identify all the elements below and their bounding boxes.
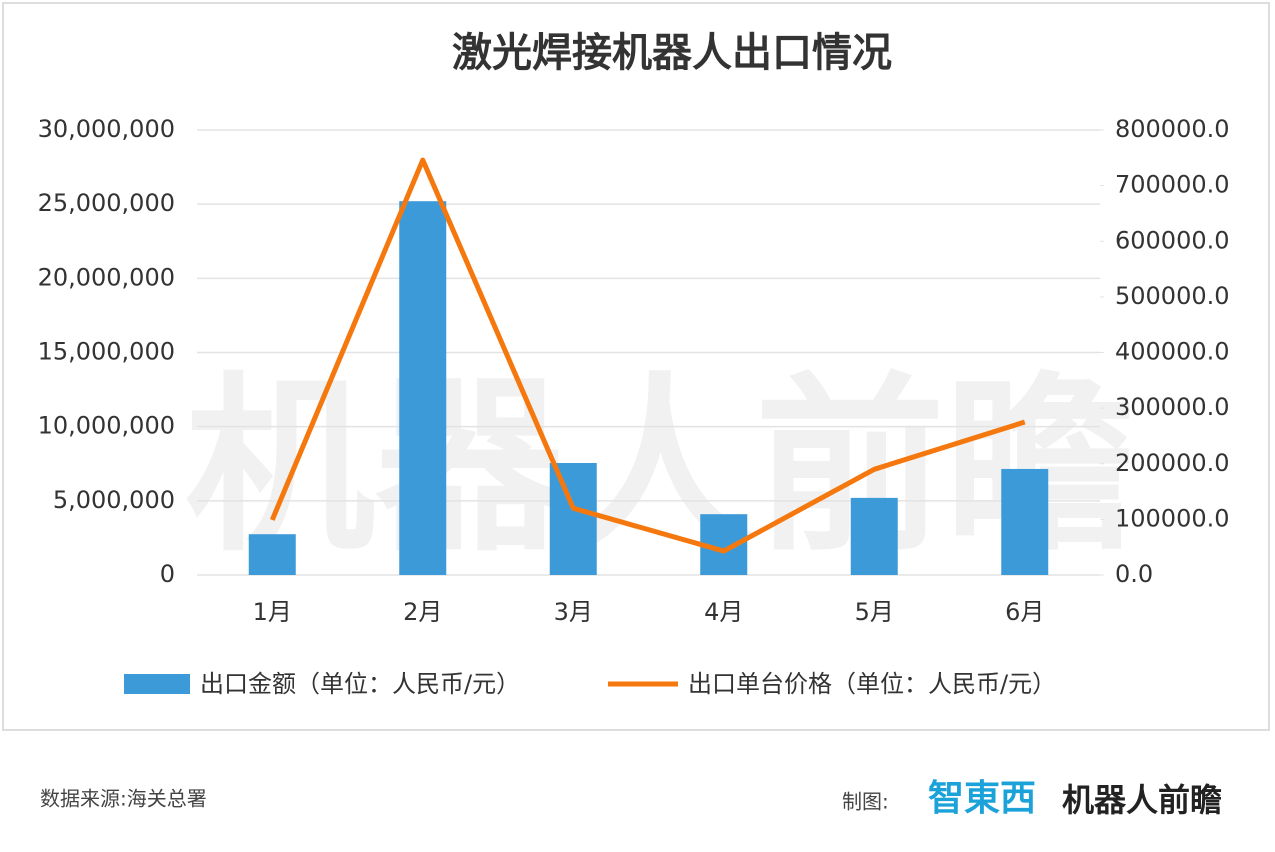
legend-swatch	[124, 674, 190, 694]
x-tick-label: 3月	[554, 598, 593, 626]
line	[269, 157, 1026, 554]
y2-tick-label: 800000.0	[1115, 115, 1230, 143]
y2-tick-label: 300000.0	[1115, 393, 1230, 421]
y-tick-label: 15,000,000	[38, 338, 175, 366]
x-tick-label: 2月	[403, 598, 442, 626]
y2-tick-label: 600000.0	[1115, 226, 1230, 254]
x-tick-label: 6月	[1005, 598, 1044, 626]
y2-tick-label: 700000.0	[1115, 171, 1230, 199]
source: 数据来源:海关总署	[40, 787, 207, 811]
bar	[850, 497, 898, 575]
y2-tick-label: 200000.0	[1115, 449, 1230, 477]
bar	[248, 534, 296, 575]
y2-tick-label: 100000.0	[1115, 504, 1230, 532]
y2-tick-label: 0.0	[1115, 560, 1153, 588]
y-tick-label: 25,000,000	[38, 189, 175, 217]
legend-label: 出口金额（单位：人民币/元）	[200, 670, 520, 698]
y-tick-label: 0	[160, 560, 175, 588]
legend-label: 出口单台价格（单位：人民币/元）	[688, 670, 1056, 698]
y-tick-label: 5,000,000	[53, 486, 175, 514]
credit-label: 制图:	[842, 790, 889, 814]
watermark: 机器人前瞻	[185, 356, 1135, 577]
bar	[1001, 468, 1049, 575]
x-tick-label: 5月	[855, 598, 894, 626]
bar	[399, 201, 447, 575]
logo: 智東西	[928, 778, 1036, 819]
y2-tick-label: 500000.0	[1115, 282, 1230, 310]
chart-title: 激光焊接机器人出口情况	[452, 30, 892, 76]
bar	[549, 463, 597, 575]
x-tick-label: 4月	[704, 598, 743, 626]
chart-frame	[2, 2, 1270, 731]
y-tick-label: 20,000,000	[38, 263, 175, 291]
y-tick-label: 10,000,000	[38, 412, 175, 440]
x-tick-label: 1月	[253, 598, 292, 626]
y-tick-label: 30,000,000	[38, 115, 175, 143]
y2-tick-label: 400000.0	[1115, 338, 1230, 366]
logo: 机器人前瞻	[1062, 781, 1222, 819]
